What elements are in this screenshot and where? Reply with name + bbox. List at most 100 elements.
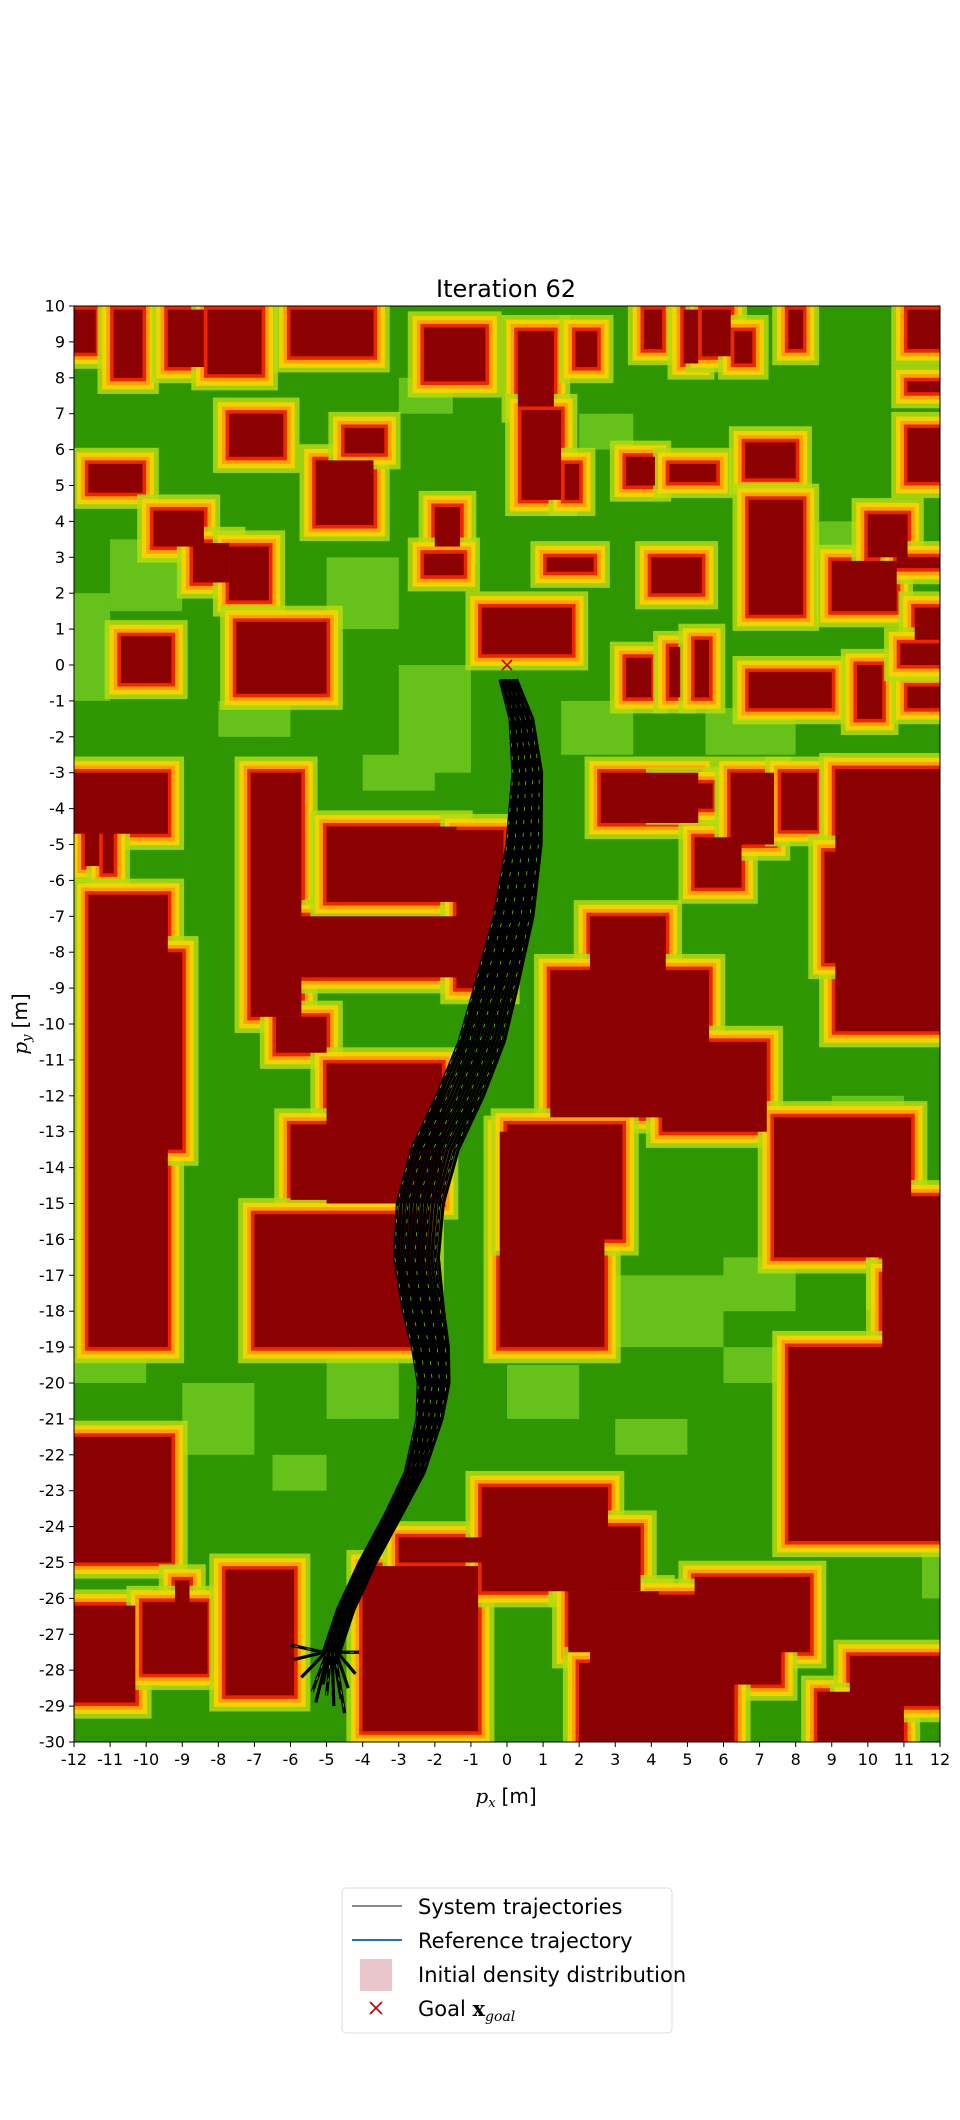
goal-marker-layer xyxy=(501,659,513,671)
x-axis-label-unit: [m] xyxy=(502,1784,537,1808)
obstacle xyxy=(907,428,940,482)
obstacle xyxy=(315,460,374,525)
system-trajectories xyxy=(290,678,544,1714)
obstacle xyxy=(575,331,598,368)
x-tick-label: -8 xyxy=(210,1750,226,1769)
obstacle xyxy=(651,557,702,594)
obstacle xyxy=(662,1041,767,1132)
y-tick-label: 10 xyxy=(45,297,65,316)
x-tick-label: -3 xyxy=(391,1750,407,1769)
y-tick-label: -17 xyxy=(39,1266,65,1285)
y-axis-label-sub: y xyxy=(20,1034,35,1043)
obstacle xyxy=(849,1655,940,1707)
obstacle xyxy=(167,309,204,368)
obstacle xyxy=(546,557,594,572)
terrain-patch xyxy=(615,1275,724,1348)
terrain-patch xyxy=(507,1365,580,1419)
y-tick-label: -16 xyxy=(39,1230,65,1249)
obstacle xyxy=(900,643,940,665)
y-tick-label: -9 xyxy=(49,979,65,998)
x-tick-label: -9 xyxy=(174,1750,190,1769)
terrain-patch xyxy=(362,754,435,791)
y-tick-label: 5 xyxy=(55,476,65,495)
obstacle xyxy=(568,1591,659,1653)
obstacle xyxy=(564,463,580,500)
y-tick-label: 3 xyxy=(55,548,65,567)
obstacle xyxy=(626,456,655,486)
y-tick-label: -12 xyxy=(39,1086,65,1105)
y-axis-ticks: 109876543210-1-2-3-4-5-6-7-8-9-10-11-12-… xyxy=(39,297,74,1752)
y-tick-label: 7 xyxy=(55,404,65,423)
y-tick-label: -8 xyxy=(49,943,65,962)
y-tick-label: -26 xyxy=(39,1589,65,1608)
x-tick-label: 4 xyxy=(646,1750,656,1769)
y-tick-label: -18 xyxy=(39,1302,65,1321)
y-tick-label: 9 xyxy=(55,332,65,351)
obstacle xyxy=(120,636,172,683)
legend-swatch-initial-density xyxy=(360,1959,392,1991)
y-tick-label: 2 xyxy=(55,584,65,603)
obstacle xyxy=(748,672,832,709)
obstacle xyxy=(88,894,168,1348)
x-axis-label-sub: x xyxy=(488,1796,496,1811)
terrain-light-patches xyxy=(74,377,940,1599)
obstacle xyxy=(788,309,803,350)
terrain-patch xyxy=(615,1418,688,1455)
obstacle xyxy=(362,1566,479,1732)
y-tick-label: -27 xyxy=(39,1625,65,1644)
y-tick-label: -22 xyxy=(39,1445,65,1464)
x-tick-label: 10 xyxy=(858,1750,878,1769)
x-axis-label: px [m] xyxy=(475,1784,536,1811)
obstacle xyxy=(867,514,908,558)
y-tick-label: -11 xyxy=(39,1050,65,1069)
y-tick-label: -21 xyxy=(39,1409,65,1428)
obstacle xyxy=(579,1663,735,1742)
obstacle xyxy=(644,309,663,350)
legend-box xyxy=(341,1887,673,2034)
obstacle xyxy=(229,413,284,457)
obstacle xyxy=(748,499,803,615)
obstacle xyxy=(694,837,742,888)
y-axis-label: py [m] xyxy=(8,993,35,1054)
obstacle xyxy=(683,309,699,364)
obstacle xyxy=(745,442,796,479)
terrain-patch xyxy=(74,593,111,701)
obstacle xyxy=(564,1526,641,1592)
obstacle xyxy=(434,507,461,547)
legend-label-goal: Goal xgoal xyxy=(418,1996,515,2025)
obstacle xyxy=(734,331,753,364)
obstacle xyxy=(344,428,385,454)
terrain-patch xyxy=(182,1383,255,1455)
obstacle xyxy=(424,553,464,576)
x-tick-label: -1 xyxy=(463,1750,479,1769)
x-tick-label: 3 xyxy=(610,1750,620,1769)
legend-label-goal-text: Goal xyxy=(418,1997,473,2021)
x-tick-label: 2 xyxy=(574,1750,584,1769)
x-axis-label-main: p xyxy=(475,1784,488,1808)
obstacle xyxy=(694,639,710,698)
y-tick-label: 4 xyxy=(55,512,65,531)
goal-marker xyxy=(501,659,513,671)
obstacle xyxy=(398,1537,497,1563)
y-tick-label: -28 xyxy=(39,1661,65,1680)
y-tick-label: -1 xyxy=(49,691,65,710)
y-tick-label: -13 xyxy=(39,1122,65,1141)
x-tick-label: -6 xyxy=(283,1750,299,1769)
y-tick-label: -20 xyxy=(39,1374,65,1393)
obstacle xyxy=(229,546,269,601)
legend-label-reference-trajectory: Reference trajectory xyxy=(418,1929,633,1953)
obstacle xyxy=(113,309,143,378)
y-tick-label: -6 xyxy=(49,871,65,890)
obstacle xyxy=(824,851,872,963)
obstacle xyxy=(236,621,327,694)
obstacle xyxy=(882,1275,940,1351)
y-tick-label: 0 xyxy=(55,656,65,675)
y-axis-label-unit: [m] xyxy=(8,993,32,1028)
legend-label-initial-density: Initial density distribution xyxy=(418,1963,686,1987)
legend-label-goal-math: x xyxy=(473,1996,486,2021)
obstacle xyxy=(781,772,818,831)
obstacle xyxy=(88,463,143,493)
x-tick-label: -4 xyxy=(355,1750,371,1769)
obstacle xyxy=(164,952,183,1150)
y-tick-label: -23 xyxy=(39,1481,65,1500)
